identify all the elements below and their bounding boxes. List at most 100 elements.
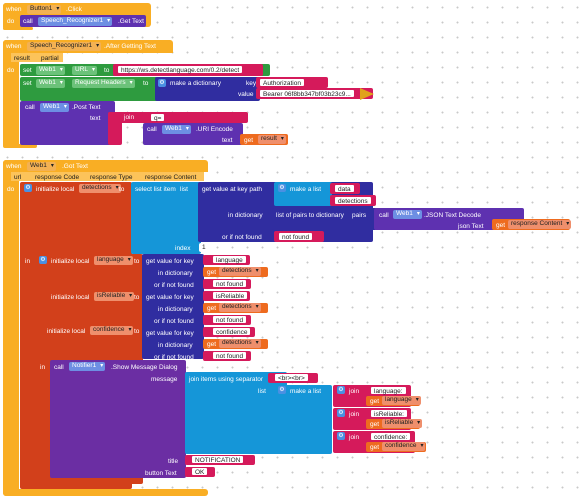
get-label: get <box>207 341 217 348</box>
not-found-string[interactable]: not found <box>278 232 314 241</box>
get-label: get <box>370 398 380 405</box>
component-dropdown-web1[interactable]: Web1 <box>36 79 65 88</box>
variable-dropdown-result[interactable]: result <box>258 135 286 144</box>
make-a-list-block[interactable] <box>274 385 332 454</box>
variable-dropdown-detections[interactable]: detections <box>219 303 261 312</box>
in-dictionary-label: in dictionary <box>158 306 193 313</box>
event-block-after-getting-text-footer <box>3 144 37 148</box>
component-dropdown-web1[interactable]: Web1 <box>27 162 56 171</box>
initialize-local-label: initialize local <box>47 328 86 335</box>
list-pairs-label: list of pairs to dictionary <box>276 212 344 219</box>
not-found-string[interactable]: not found <box>212 279 248 288</box>
component-dropdown-web1[interactable]: Web1 <box>36 66 65 75</box>
key-language-string[interactable]: language <box>212 255 247 264</box>
text-socket-label: text <box>222 137 233 144</box>
get-value-for-key-label: get value for key <box>146 294 194 301</box>
component-dropdown-speech-recognizer[interactable]: Speech_Recognizer1 <box>27 42 102 51</box>
variable-dropdown-isreliable[interactable]: isReliable <box>382 419 423 428</box>
dict-key-string[interactable]: Authorization <box>259 78 305 87</box>
call-notifier-show-message-dialog-block[interactable] <box>50 360 186 478</box>
list-label: list <box>258 388 266 395</box>
param-result[interactable]: result <box>14 55 30 62</box>
text-socket-label: text <box>90 115 101 122</box>
mutator-gear-icon[interactable]: ⚙ <box>337 432 345 440</box>
property-dropdown-request-headers[interactable]: Request Headers <box>72 79 135 88</box>
get-label: get <box>244 137 254 144</box>
event-name-label: .After Getting Text <box>104 43 156 50</box>
method-name-label: .JSON Text Decode <box>424 212 481 219</box>
join-label-confidence-string[interactable]: confidence: <box>370 432 412 441</box>
join-label: join <box>349 411 360 418</box>
variable-name-isreliable[interactable]: isReliable <box>94 292 135 301</box>
button-text-string[interactable]: OK <box>191 467 209 476</box>
mutator-gear-icon[interactable]: ⚙ <box>337 409 345 417</box>
join-label-language-string[interactable]: language: <box>370 386 407 395</box>
event-block-after-getting-text-spine <box>3 40 19 148</box>
url-string-value[interactable]: https://ws.detectlanguage.com/0.2/detect <box>117 65 244 74</box>
param-response-code[interactable]: response Code <box>35 174 80 181</box>
join-block-spine <box>108 112 122 145</box>
component-dropdown-web1[interactable]: Web1 <box>40 103 69 112</box>
or-if-not-found-label: or if not found <box>154 318 194 325</box>
mutator-gear-icon[interactable]: ⚙ <box>278 386 286 394</box>
path-item-detections[interactable]: detections <box>334 196 372 205</box>
key-confidence-string[interactable]: confidence <box>212 327 252 336</box>
mutator-gear-icon[interactable]: ⚙ <box>24 184 32 192</box>
param-response-type[interactable]: response Type <box>90 174 133 181</box>
get-label: get <box>370 421 380 428</box>
join-label: join <box>349 434 360 441</box>
get-label: get <box>370 444 380 451</box>
get-value-for-key-blocks[interactable] <box>142 254 204 359</box>
dict-value-string[interactable]: Bearer 06f8bb347bf03b23c9... <box>259 89 355 98</box>
mutator-gear-icon[interactable]: ⚙ <box>337 386 345 394</box>
to-label: to <box>134 294 140 301</box>
variable-dropdown-detections[interactable]: detections <box>219 267 261 276</box>
variable-name-confidence[interactable]: confidence <box>90 326 134 335</box>
warning-arrow-icon <box>360 88 374 100</box>
mutator-gear-icon[interactable]: ⚙ <box>158 79 166 87</box>
title-string[interactable]: NOTIFICATION <box>191 455 245 464</box>
join-block[interactable] <box>108 112 248 123</box>
when-label: when <box>6 163 22 170</box>
component-dropdown-web1[interactable]: Web1 <box>393 210 422 219</box>
dict-pair-block[interactable] <box>230 77 270 88</box>
key-isreliable-string[interactable]: isReliable <box>212 291 249 300</box>
make-dict-label: make a dictionary <box>170 80 221 87</box>
variable-name-language[interactable]: language <box>94 256 133 265</box>
index-number[interactable]: 1 <box>199 243 209 252</box>
component-dropdown-web1[interactable]: Web1 <box>162 125 191 134</box>
not-found-string[interactable]: not found <box>212 351 248 360</box>
component-dropdown-button1[interactable]: Button1 <box>27 5 62 14</box>
message-label: message <box>151 376 178 383</box>
join-label-isreliable-string[interactable]: isReliable: <box>370 409 408 418</box>
to-label: to <box>104 67 110 74</box>
component-dropdown-notifier1[interactable]: Notifier1 <box>69 362 106 371</box>
event-name-label: .Click <box>66 6 82 13</box>
separator-string[interactable]: <br><br> <box>274 373 309 382</box>
param-url[interactable]: url <box>14 174 22 181</box>
path-item-data[interactable]: data <box>334 184 355 193</box>
list-of-pairs-to-dictionary-block[interactable] <box>272 208 377 230</box>
component-dropdown-speech-recognizer[interactable]: Speech_Recognizer1 <box>38 17 113 26</box>
mutator-gear-icon[interactable]: ⚙ <box>278 184 286 192</box>
variable-dropdown-response-content[interactable]: response Content <box>508 220 572 229</box>
variable-dropdown-detections[interactable]: detections <box>219 339 261 348</box>
variable-name-detections[interactable]: detections <box>79 184 121 193</box>
json-text-label: json Text <box>458 223 484 230</box>
mutator-gear-icon[interactable]: ⚙ <box>39 256 47 264</box>
variable-dropdown-language[interactable]: language <box>382 396 421 405</box>
join-items-using-separator-block[interactable] <box>185 372 287 454</box>
not-found-string[interactable]: not found <box>212 315 248 324</box>
or-if-not-found-label: or if not found <box>154 354 194 361</box>
initialize-local-label: initialize local <box>51 258 90 265</box>
variable-dropdown-confidence[interactable]: confidence <box>382 442 426 451</box>
in-label: in <box>25 258 31 265</box>
event-block-web1-got-text-spine <box>3 160 19 496</box>
do-label: do <box>7 18 15 25</box>
join-first-string[interactable]: q= <box>150 113 166 122</box>
param-partial[interactable]: partial <box>41 55 59 62</box>
select-list-item-block[interactable] <box>131 182 201 254</box>
method-name-label: .Show Message Dialog <box>111 364 178 371</box>
param-response-content[interactable]: response Content <box>145 174 197 181</box>
property-dropdown-url[interactable]: URL <box>72 66 98 75</box>
